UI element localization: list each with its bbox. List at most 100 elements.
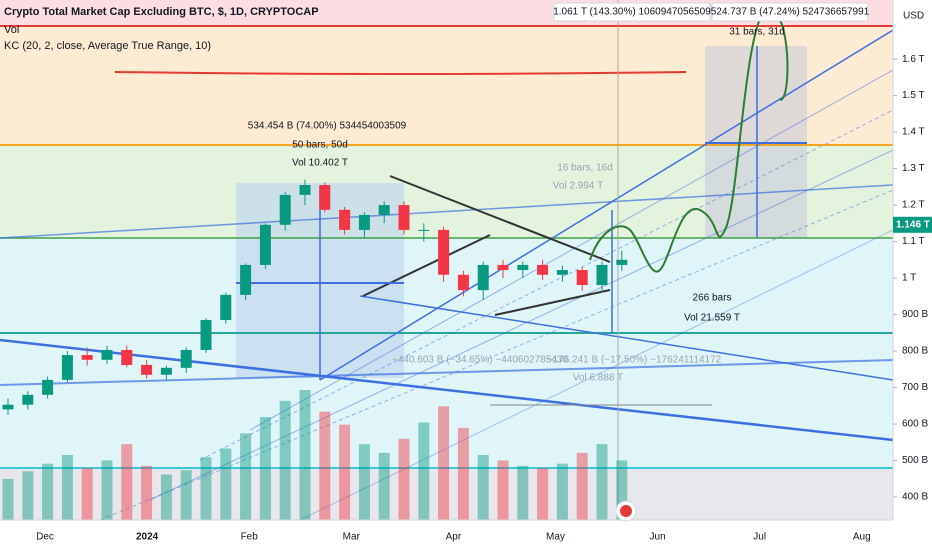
x-tick-label: Apr (446, 532, 462, 543)
volume-bar (556, 463, 568, 520)
volume-bar (121, 444, 133, 520)
y-tick-label: 1.5 T (902, 90, 925, 101)
annotation: 266 bars (693, 293, 732, 304)
volume-bar (299, 390, 311, 520)
last-price-tag (893, 216, 932, 233)
annotation: Vol 6.888 T (573, 373, 623, 384)
volume-bar (378, 452, 390, 520)
axis-layer: 400 B 500 B 600 B 700 B 800 B 900 B 1 T 1.1 T 1.… (36, 54, 932, 543)
annotation: 50 bars, 50d (292, 140, 348, 151)
volume-bar (517, 465, 529, 520)
annotation: 534.454 B (74.00%) 534454003509 (248, 121, 407, 132)
annotation: 16 bars, 16d (557, 163, 613, 174)
candle-body (378, 205, 390, 215)
volume-bar (319, 411, 331, 520)
candle-body (180, 349, 192, 368)
logo-mark (620, 505, 632, 517)
candle-body (537, 264, 549, 275)
volume-bar (200, 457, 212, 520)
volume-layer (2, 390, 628, 520)
candle-body (259, 224, 271, 265)
candle-body (339, 209, 351, 230)
candle-body (279, 194, 291, 225)
annotation: 1.061 T (143.30%) 1060947056509 (553, 7, 711, 18)
y-tick-label: 800 B (902, 346, 928, 357)
volume-bar (616, 460, 628, 520)
y-tick-label: 1 T (902, 273, 916, 284)
volume-bar (101, 460, 113, 520)
trend-lines (0, 0, 894, 521)
y-tick-label: 900 B (902, 309, 928, 320)
volume-bar (596, 444, 608, 520)
candle-body (42, 379, 54, 395)
price-axis-bg (893, 0, 932, 550)
last-price-label: 1.146 T (896, 219, 930, 230)
volume-bar (180, 470, 192, 520)
volume-bar (141, 465, 153, 520)
volume-bar (537, 468, 549, 520)
volume-bar (497, 460, 509, 520)
volume-bar (42, 463, 54, 520)
x-tick-label: May (546, 532, 565, 543)
volume-bar (438, 406, 450, 520)
candle-body (319, 185, 331, 210)
volume-bar (259, 417, 271, 520)
annotation-layer: 1.061 T (143.30%) 1060947056509 524.737 B… (248, 2, 870, 384)
volume-bar (457, 427, 469, 520)
candle-body (200, 320, 212, 350)
x-tick-label: Jul (753, 532, 766, 543)
annotation: Vol 2.994 T (553, 181, 603, 192)
indicator-label: KC (20, 2, close, Average True Range, 10… (4, 40, 211, 52)
currency-label: USD (903, 11, 924, 22)
x-tick-label: Feb (241, 532, 259, 543)
background-zones (0, 0, 893, 520)
x-tick-label: Jun (650, 532, 666, 543)
annotation-box (553, 2, 711, 22)
annotation: Vol 21.559 T (684, 313, 740, 324)
candle-body (240, 264, 252, 295)
candle-body (438, 229, 450, 275)
y-tick-label: 400 B (902, 492, 928, 503)
y-tick-label: 600 B (902, 419, 928, 430)
annotation: Vol 10.402 T (292, 158, 348, 169)
candle-body (418, 229, 430, 231)
candle-body (101, 349, 113, 360)
volume-bar (220, 448, 232, 520)
y-tick-label: 500 B (902, 455, 928, 466)
candle-body (477, 264, 489, 291)
x-tick-label: Aug (853, 532, 871, 543)
y-tick-label: 1.4 T (902, 127, 925, 138)
x-tick-label: Dec (36, 532, 54, 543)
candle-body (616, 259, 628, 265)
candle-body (576, 270, 588, 285)
annotation: 31 bars, 31d (729, 27, 785, 38)
candle-body (141, 364, 153, 375)
annotation: −176.241 B (−17.50%) −176241114172 (547, 355, 722, 366)
candle-body (22, 394, 34, 405)
candle-body (81, 355, 93, 360)
candle-body (358, 214, 370, 230)
candle-body (497, 264, 509, 271)
candle-body (556, 270, 568, 275)
volume-bar (81, 468, 93, 520)
volume-bar (61, 455, 73, 520)
y-tick-label: 700 B (902, 382, 928, 393)
candle-body (398, 205, 410, 230)
price-layer (2, 179, 628, 415)
candle-body (220, 294, 232, 321)
candle-body (2, 404, 14, 410)
y-tick-label: 1.6 T (902, 54, 925, 65)
volume-bar (477, 455, 489, 520)
volume-bar (339, 424, 351, 520)
volume-bar (279, 400, 291, 520)
candle-body (160, 367, 172, 375)
volume-bar (358, 444, 370, 520)
annotation: 524.737 B (47.24%) 524736657991 (711, 7, 870, 18)
candle-body (61, 355, 73, 380)
candle-body (457, 274, 469, 291)
volume-bar (22, 471, 34, 520)
volume-bar (160, 474, 172, 520)
annotation: −440.603 B (−34.65%) −440602785430 (392, 355, 568, 366)
y-tick-label: 1.1 T (902, 236, 925, 247)
volume-bar (2, 478, 14, 520)
